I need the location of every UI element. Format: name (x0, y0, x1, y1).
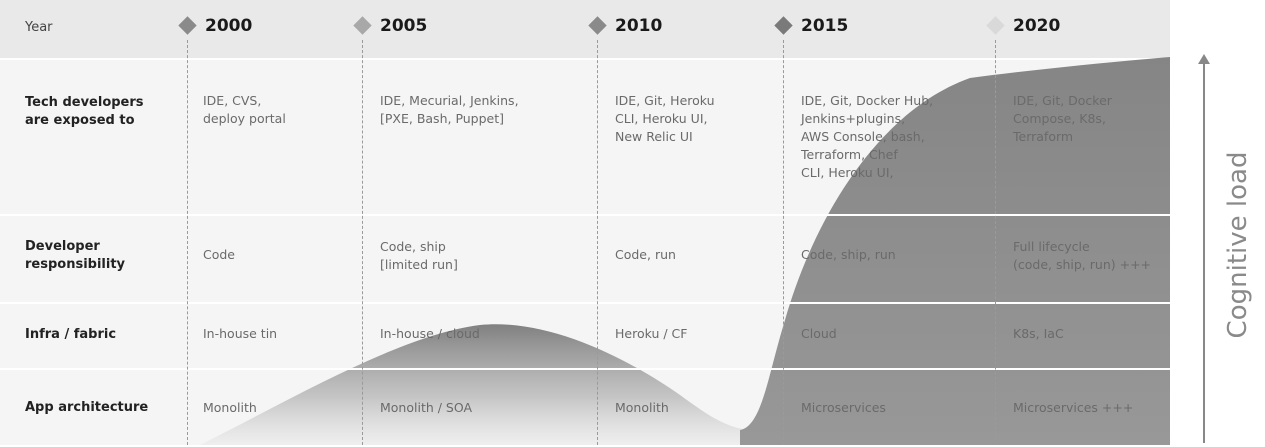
year-2010: 2010 (615, 16, 663, 36)
timeline-divider (995, 40, 996, 445)
cell-responsibility-2010: Code, run (615, 247, 676, 262)
cell-architecture-2015: Microservices (801, 400, 886, 415)
cell-architecture-2010: Monolith (615, 400, 669, 415)
cell-architecture-2005: Monolith / SOA (380, 400, 473, 415)
row-divider (0, 214, 1170, 216)
curve-hump (200, 324, 750, 445)
cell-responsibility-2015: Code, ship, run (801, 247, 896, 262)
row-divider (0, 368, 1170, 370)
cell-responsibility-2020: Full lifecycle (code, ship, run) +++ (1013, 239, 1152, 272)
timeline-divider (783, 40, 784, 445)
year-2005: 2005 (380, 16, 428, 36)
year-2020: 2020 (1013, 16, 1061, 36)
row-divider (0, 302, 1170, 304)
cognitive-load-axis (1203, 60, 1205, 443)
row-label-exposed: Tech developers are exposed to (25, 95, 144, 128)
header-band (0, 0, 1170, 58)
cell-architecture-2000: Monolith (203, 400, 257, 415)
timeline-divider (597, 40, 598, 445)
cell-infra-2015: Cloud (801, 326, 837, 341)
cell-infra-2020: K8s, IaC (1013, 326, 1064, 341)
year-2000: 2000 (205, 16, 253, 36)
year-2015: 2015 (801, 16, 849, 36)
cell-infra-2005: In-house / cloud (380, 326, 480, 341)
row-label-responsibility: Developer responsibility (25, 239, 126, 272)
row-label-architecture: App architecture (25, 400, 149, 415)
cell-architecture-2020: Microservices +++ (1013, 400, 1134, 415)
cell-exposed-2010: IDE, Git, Heroku CLI, Heroku UI, New Rel… (615, 93, 715, 144)
cell-exposed-2005: IDE, Mecurial, Jenkins, [PXE, Bash, Pupp… (380, 93, 519, 126)
year-header-label: Year (25, 20, 53, 35)
cognitive-load-label: Cognitive load (1223, 151, 1253, 339)
cell-exposed-2015: IDE, Git, Docker Hub, Jenkins+plugins, A… (801, 93, 934, 180)
curve-rise (740, 57, 1170, 445)
row-label-infra: Infra / fabric (25, 327, 117, 342)
cell-exposed-2020: IDE, Git, Docker Compose, K8s, Terraform (1013, 93, 1112, 144)
cell-responsibility-2005: Code, ship [limited run] (380, 239, 458, 272)
timeline-divider (362, 40, 363, 445)
timeline-divider (187, 40, 188, 445)
cell-responsibility-2000: Code (203, 247, 236, 262)
cell-infra-2010: Heroku / CF (615, 326, 688, 341)
arrow-up-icon (1198, 54, 1210, 64)
cell-exposed-2000: IDE, CVS, deploy portal (203, 93, 286, 126)
cell-infra-2000: In-house tin (203, 326, 278, 341)
